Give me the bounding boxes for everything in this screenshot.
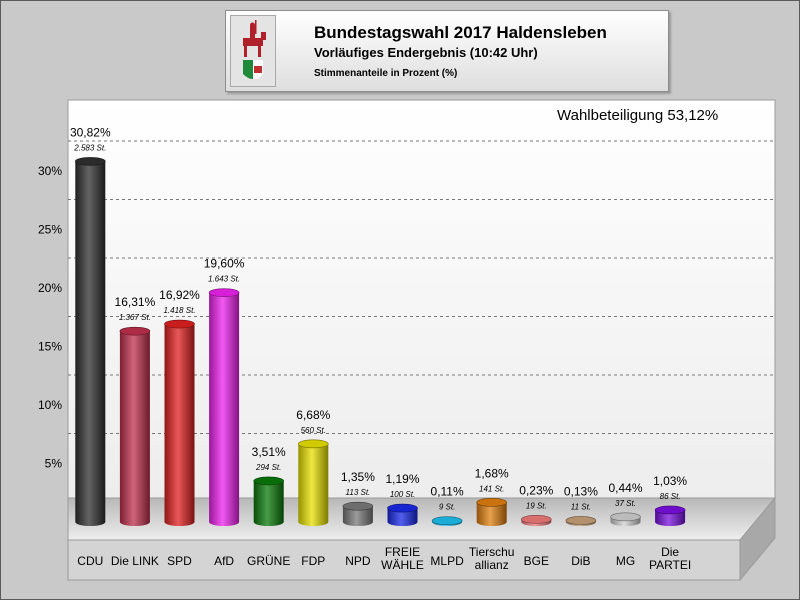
bar-votes-label: 11 St. [571,502,591,511]
y-tick-label: 15% [38,340,62,354]
chart-subtitle: Vorläufiges Endergebnis (10:42 Uhr) [314,45,538,60]
bar-value-label: 19,60% [204,257,245,271]
bar-votes-label: 9 St. [439,503,455,512]
bar [253,476,285,526]
bar [75,157,106,526]
bar-votes-label: 2.583 St. [73,143,106,152]
bar-value-label: 0,11% [431,485,464,499]
bar-top [297,439,329,449]
bar-top [387,503,418,513]
bar [476,498,508,526]
bar-votes-label: 37 St. [615,499,636,508]
x-category-label: PARTEI [649,558,691,572]
bar [387,503,418,526]
x-category-label: Die [661,545,679,559]
bar-top [654,505,686,515]
x-category-label: SPD [167,554,192,568]
bar-value-label: 1,35% [341,470,375,484]
x-category-label: NPD [345,554,371,568]
bar-top [476,498,508,507]
bar-top [164,319,195,329]
x-category-label: Tierschu [469,545,515,559]
bar-top [253,476,285,486]
bar-value-label: 30,82% [70,125,111,139]
bar-body [75,161,106,526]
bar-value-label: 0,13% [564,484,598,498]
bar-votes-label: 100 St. [390,490,415,499]
x-category-label: AfD [214,554,234,568]
bar-value-label: 3,51% [252,445,286,459]
bar-top [342,501,374,511]
bar-votes-label: 294 St. [255,463,281,472]
bar-body [253,480,284,526]
bar-votes-label: 19 St. [526,501,547,510]
bar-value-label: 1,03% [653,474,687,488]
bar-top [610,512,641,522]
x-category-label: MLPD [430,554,464,568]
bar-votes-label: 1.643 St. [208,275,240,284]
x-category-label: BGE [524,554,549,568]
bar-value-label: 16,31% [115,295,156,309]
y-tick-label: 20% [38,281,62,295]
y-tick-label: 5% [45,457,63,471]
bar-body [342,506,373,526]
bar-body [298,443,329,526]
bar-value-label: 1,19% [385,472,419,486]
chart-title: Bundestagswahl 2017 Haldensleben [314,23,607,42]
bar-votes-label: 141 St. [479,484,504,493]
x-category-label: MG [616,554,635,568]
bar [565,516,597,526]
bar-value-label: 6,68% [296,408,330,422]
bar-body [655,509,686,526]
y-tick-label: 30% [38,164,62,178]
bar-body [209,292,240,526]
bar-top [565,516,597,525]
bar-top [431,516,463,526]
bar [342,501,374,526]
chart-header: Bundestagswahl 2017 Haldensleben Vorläuf… [225,10,669,92]
x-category-label: FDP [301,554,325,568]
bar-body [119,331,150,526]
bar-votes-label: 86 St. [660,492,681,501]
bar-body [476,502,507,526]
bar [654,505,686,526]
bar [520,515,552,526]
bar [208,288,240,526]
bar-votes-label: 1.367 St. [119,313,151,322]
x-category-label: allianz [475,558,509,572]
bar-top [75,157,106,166]
bar-votes-label: 113 St. [346,488,371,497]
chart-units-caption: Stimmenanteile in Prozent (%) [314,68,458,79]
city-coat-of-arms-logo [230,15,276,87]
bar-top [119,326,151,336]
bar-value-label: 16,92% [159,288,200,302]
bar [297,439,329,526]
x-category-label: CDU [77,554,103,568]
bar-value-label: 1,68% [475,466,509,480]
bar-body [387,508,418,526]
bar [119,326,151,526]
x-category-label: WÄHLE [381,558,424,572]
bar-votes-label: 1.418 St. [163,306,195,315]
bar-votes-label: 560 St. [301,426,326,435]
bar-top [520,515,552,524]
y-tick-label: 25% [38,223,62,237]
y-tick-label: 10% [38,398,62,412]
bar-value-label: 0,23% [519,483,553,497]
x-category-label: Die LINK [111,554,159,568]
x-category-label: DiB [571,554,590,568]
turnout-label: Wahlbeteiligung 53,12% [557,107,719,124]
x-category-label: FREIE [385,545,420,559]
bar-top [208,288,240,297]
bar [610,512,641,526]
bar [164,319,195,526]
bar [431,516,463,526]
x-category-label: GRÜNE [247,554,290,568]
bar-body [164,324,195,526]
bar-value-label: 0,44% [608,481,642,495]
